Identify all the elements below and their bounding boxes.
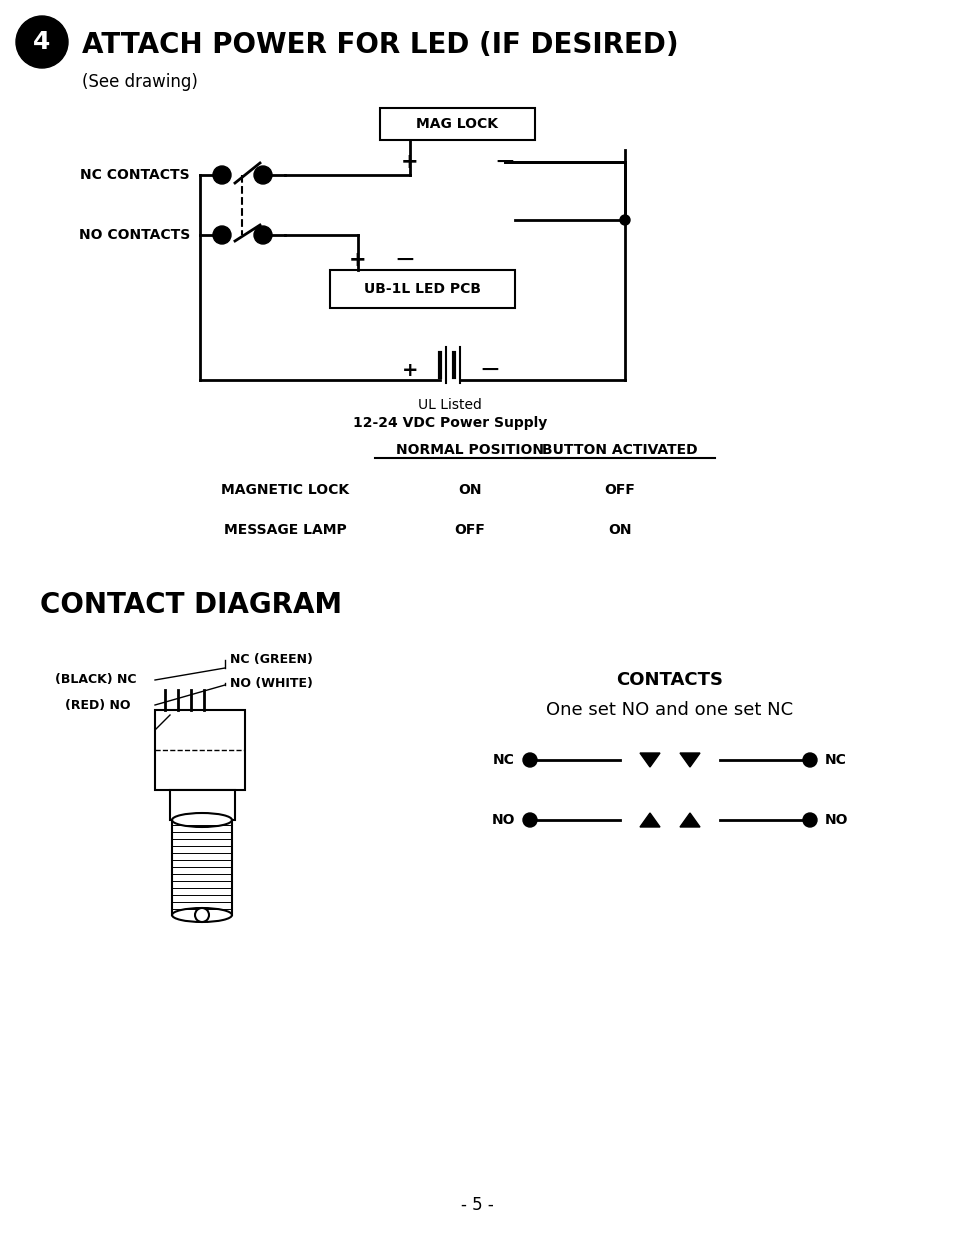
Text: OFF: OFF	[604, 483, 635, 496]
Text: −: −	[494, 149, 515, 174]
Text: ATTACH POWER FOR LED (IF DESIRED): ATTACH POWER FOR LED (IF DESIRED)	[82, 31, 678, 59]
Circle shape	[253, 226, 272, 245]
Text: OFF: OFF	[454, 522, 485, 537]
Text: −: −	[479, 358, 500, 382]
Text: UL Listed: UL Listed	[417, 398, 481, 412]
FancyBboxPatch shape	[330, 270, 515, 308]
Text: CONTACTS: CONTACTS	[616, 671, 722, 689]
Text: - 5 -: - 5 -	[460, 1195, 493, 1214]
Circle shape	[213, 226, 231, 245]
Text: (BLACK) NC: (BLACK) NC	[55, 673, 136, 687]
Ellipse shape	[172, 908, 232, 923]
FancyBboxPatch shape	[379, 107, 535, 140]
Text: MESSAGE LAMP: MESSAGE LAMP	[223, 522, 346, 537]
Text: NC CONTACTS: NC CONTACTS	[80, 168, 190, 182]
Text: 12-24 VDC Power Supply: 12-24 VDC Power Supply	[353, 416, 547, 430]
Text: −: −	[395, 248, 416, 272]
Text: ON: ON	[457, 483, 481, 496]
Text: NC: NC	[824, 753, 846, 767]
Text: NC (GREEN): NC (GREEN)	[230, 653, 313, 667]
Text: NORMAL POSITION: NORMAL POSITION	[395, 443, 543, 457]
Text: One set NO and one set NC: One set NO and one set NC	[546, 701, 793, 719]
Text: CONTACT DIAGRAM: CONTACT DIAGRAM	[40, 592, 342, 619]
Text: NO: NO	[824, 813, 847, 827]
Circle shape	[522, 753, 537, 767]
Circle shape	[213, 165, 231, 184]
FancyBboxPatch shape	[154, 710, 245, 790]
Text: NO: NO	[491, 813, 515, 827]
Text: +: +	[349, 249, 366, 270]
Text: (See drawing): (See drawing)	[82, 73, 197, 91]
Text: ON: ON	[608, 522, 631, 537]
Text: (RED) NO: (RED) NO	[65, 699, 131, 711]
Text: UB-1L LED PCB: UB-1L LED PCB	[364, 282, 480, 296]
Text: BUTTON ACTIVATED: BUTTON ACTIVATED	[541, 443, 697, 457]
Circle shape	[522, 813, 537, 827]
Circle shape	[253, 165, 272, 184]
Text: NC: NC	[493, 753, 515, 767]
Text: 4: 4	[33, 30, 51, 54]
Polygon shape	[639, 753, 659, 767]
Polygon shape	[679, 813, 700, 827]
Text: NO CONTACTS: NO CONTACTS	[79, 228, 190, 242]
Circle shape	[802, 753, 816, 767]
Ellipse shape	[172, 813, 232, 827]
Circle shape	[619, 215, 629, 225]
Text: MAGNETIC LOCK: MAGNETIC LOCK	[221, 483, 349, 496]
Circle shape	[194, 908, 209, 923]
Circle shape	[802, 813, 816, 827]
Text: NO (WHITE): NO (WHITE)	[230, 677, 313, 689]
FancyBboxPatch shape	[170, 790, 234, 820]
Text: MAG LOCK: MAG LOCK	[416, 117, 498, 131]
Circle shape	[16, 16, 68, 68]
Text: +: +	[401, 152, 418, 172]
Polygon shape	[679, 753, 700, 767]
Text: +: +	[401, 361, 417, 379]
Polygon shape	[639, 813, 659, 827]
